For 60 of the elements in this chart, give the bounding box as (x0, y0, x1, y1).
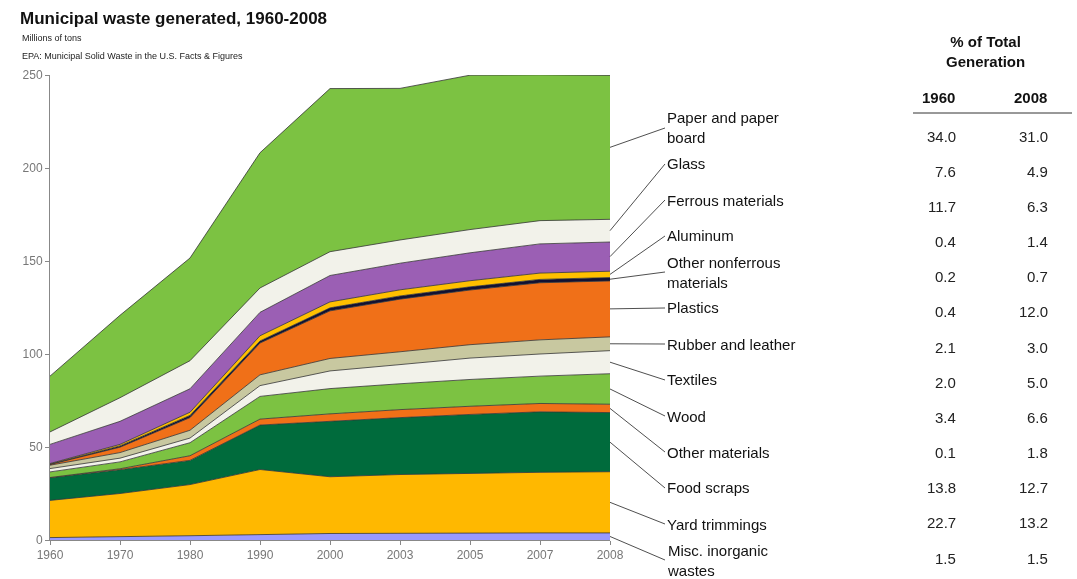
text: 1960 (922, 89, 956, 106)
text: 2.0 (935, 374, 956, 391)
text: 0.2 (935, 268, 956, 285)
y-tick-label: 100 (22, 347, 43, 362)
x-tick-label: 1990 (246, 548, 274, 563)
x-tick-label: 1960 (36, 548, 64, 563)
text: 11.7 (928, 198, 957, 215)
text: 2008 (1014, 89, 1048, 106)
text: 2.1 (935, 339, 956, 356)
text: 3.0 (1027, 339, 1048, 356)
text: 34.0 (927, 128, 957, 145)
text: Ferrous materials (667, 192, 784, 209)
text: % of Total Generation (946, 33, 1026, 70)
y-tick-label: 200 (22, 161, 43, 176)
text: Plastics (667, 299, 719, 316)
text: 1.4 (1027, 233, 1048, 250)
text: 1.5 (1027, 550, 1048, 567)
text: 12.0 (1019, 303, 1049, 320)
y-tick-label: 250 (22, 68, 43, 83)
text: Aluminum (667, 227, 734, 244)
chart-subtitle: Millions of tons (22, 33, 83, 43)
text: 22.7 (927, 514, 957, 531)
x-tick-label: 1970 (106, 548, 134, 563)
x-tick-label: 1980 (176, 548, 204, 563)
text: Misc. inorganic wastes (667, 542, 769, 579)
x-tick-label: 2005 (456, 548, 484, 563)
text: Wood (667, 408, 706, 425)
text: 12.7 (1019, 479, 1049, 496)
text: Paper and paper board (667, 109, 779, 146)
text: 7.6 (935, 163, 956, 180)
x-tick-label: 2007 (526, 548, 554, 563)
text: Glass (667, 155, 706, 172)
text: Other materials (667, 444, 770, 461)
text: Food scraps (667, 479, 750, 496)
text: Yard trimmings (667, 516, 767, 533)
text: 31.0 (1019, 128, 1049, 145)
text: 4.9 (1027, 163, 1048, 180)
y-tick-label: 150 (22, 254, 43, 269)
text: 0.1 (935, 444, 956, 461)
text: 0.7 (1027, 268, 1048, 285)
text: 6.6 (1027, 409, 1048, 426)
text: 1.5 (935, 550, 956, 567)
text: 0.4 (935, 303, 956, 320)
text: 0.4 (935, 233, 956, 250)
text: 6.3 (1027, 198, 1048, 215)
x-tick-label: 2003 (386, 548, 414, 563)
text: 5.0 (1027, 374, 1048, 391)
x-tick-label: 2008 (596, 548, 624, 563)
text: 3.4 (935, 409, 956, 426)
text: EPA: Municipal Solid Waste in the U.S. Facts & Figures (22, 51, 244, 61)
text: Other nonferrous materials (667, 254, 781, 291)
text: 13.2 (1019, 514, 1049, 531)
text: 1.8 (1027, 444, 1048, 461)
y-tick-label: 50 (29, 440, 43, 455)
text: Textiles (667, 371, 718, 388)
text: 13.8 (927, 479, 957, 496)
text: Rubber and leather (667, 336, 796, 353)
y-tick-label: 0 (35, 533, 43, 548)
chart-title: Municipal waste generated, 1960-2008 (20, 9, 328, 28)
x-tick-label: 2000 (316, 548, 344, 563)
